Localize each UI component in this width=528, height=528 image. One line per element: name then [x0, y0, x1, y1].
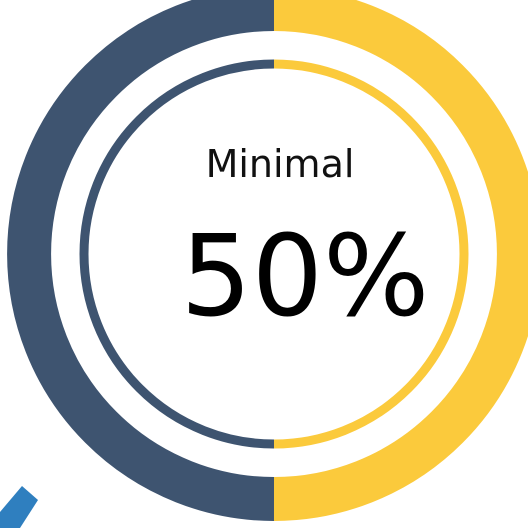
corner-accent: [0, 486, 38, 528]
inner-ring: [79, 59, 469, 449]
inner-ring-slice-2: [79, 59, 275, 449]
outer-ring-slice-1: [273, 0, 528, 521]
gauge-label: Minimal: [205, 142, 355, 186]
outer-ring-slice-2: [7, 0, 275, 521]
inner-ring-slice-1: [273, 59, 469, 449]
outer-ring: [7, 0, 528, 521]
gauge-value: 50%: [180, 212, 430, 342]
